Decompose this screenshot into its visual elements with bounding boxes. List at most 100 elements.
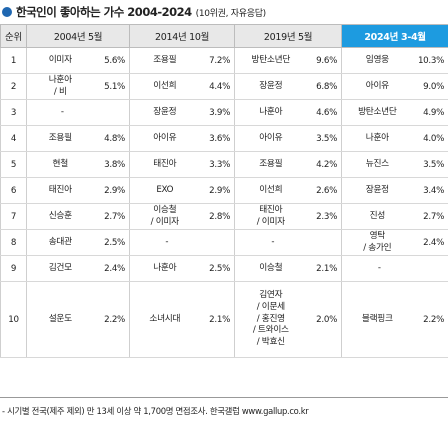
- percent-2019: 2.1%: [310, 255, 343, 282]
- singer-name: 장윤정: [153, 106, 177, 117]
- singer-name: 조용필: [48, 132, 72, 143]
- singer-2024: 방탄소년단: [341, 99, 417, 126]
- singer-2019: 조용필: [234, 151, 311, 178]
- singer-name: 소녀시대: [149, 313, 181, 324]
- singer-name-line: / 이미자: [150, 216, 179, 227]
- singer-2024: 나훈아: [341, 125, 417, 152]
- percent-2019: [310, 229, 343, 256]
- singer-name: 태진아: [153, 158, 177, 169]
- percent-2014: 2.1%: [203, 281, 236, 358]
- singer-name-line: / 트와이스: [252, 325, 289, 336]
- percent-2004: [97, 99, 131, 126]
- singer-name: 이승철: [259, 262, 283, 273]
- rank-cell: 4: [0, 125, 27, 152]
- percent-2024: 10.3%: [416, 47, 448, 74]
- singer-name: 진성: [369, 210, 386, 221]
- percent-2024: 9.0%: [416, 73, 448, 100]
- percent-2019: 2.6%: [310, 177, 343, 204]
- singer-name: -: [60, 106, 64, 117]
- singer-2004: 신승훈: [26, 203, 98, 230]
- rank-cell: 9: [0, 255, 27, 282]
- percent-2024: 3.5%: [416, 151, 448, 178]
- percent-2014: 3.3%: [203, 151, 236, 178]
- percent-2004: 3.8%: [97, 151, 131, 178]
- percent-2004: 2.5%: [97, 229, 131, 256]
- singer-name: 임영웅: [365, 54, 389, 65]
- singer-name: 나훈아: [153, 262, 177, 273]
- singer-name-line: 이승철: [153, 204, 177, 215]
- singer-2019: 장윤정: [234, 73, 311, 100]
- singer-2019: 김연자 / 이문세 / 홍진영 / 트와이스 / 박효신: [234, 281, 311, 358]
- singer-name: 태진아 / 이미자: [235, 205, 307, 228]
- percent-2014: 3.6%: [203, 125, 236, 152]
- singer-name: 이선희: [153, 80, 177, 91]
- singer-name-line: 김연자: [259, 290, 283, 301]
- singer-name: 나훈아: [259, 106, 283, 117]
- table-row: 10 설운도 2.2% 소녀시대 2.1% 김연자 / 이문세 / 홍진영 / 트와이스 / 박효…: [0, 281, 448, 358]
- page-subtitle: (10위권, 자유응답): [195, 8, 267, 19]
- rank-cell: 2: [0, 73, 27, 100]
- table-row: 4 조용필 4.8% 아이유 3.6% 아이유 3.5% 나훈아 4.0%: [0, 125, 448, 152]
- singer-name: -: [165, 236, 169, 247]
- singer-2004: 설운도: [26, 281, 98, 358]
- percent-2024: 2.2%: [416, 281, 448, 358]
- singer-name: 나훈아 / 비: [27, 75, 94, 98]
- singer-name-line: / 비: [53, 86, 67, 97]
- singer-2014: 조용필: [129, 47, 204, 74]
- singer-2004: 나훈아 / 비: [26, 73, 98, 100]
- singer-name-line: / 홍진영: [256, 313, 285, 324]
- singer-2004: 송대관: [26, 229, 98, 256]
- percent-2004: 4.8%: [97, 125, 131, 152]
- percent-2019: 4.2%: [310, 151, 343, 178]
- singer-2014: 아이유: [129, 125, 204, 152]
- singer-name: 아이유: [365, 80, 389, 91]
- singer-name: 김연자 / 이문세 / 홍진영 / 트와이스 / 박효신: [235, 290, 307, 349]
- singer-2019: -: [234, 229, 311, 256]
- singer-2004: 태진아: [26, 177, 98, 204]
- singer-name: 장윤정: [259, 80, 283, 91]
- singer-2004: 조용필: [26, 125, 98, 152]
- percent-2014: 4.4%: [203, 73, 236, 100]
- percent-2019: 6.8%: [310, 73, 343, 100]
- singer-name: EXO: [156, 184, 174, 195]
- singer-2024: 아이유: [341, 73, 417, 100]
- percent-2024: 2.4%: [416, 229, 448, 256]
- singer-2019: 태진아 / 이미자: [234, 203, 311, 230]
- singer-name: 방탄소년단: [251, 54, 291, 65]
- singer-name: 나훈아: [365, 132, 389, 143]
- singer-2024: 뉴진스: [341, 151, 417, 178]
- percent-2014: 2.5%: [203, 255, 236, 282]
- singer-name: 김건모: [48, 262, 72, 273]
- singer-name: 신승훈: [48, 210, 72, 221]
- singer-name: 이선희: [259, 184, 283, 195]
- singer-name: 태진아: [48, 184, 72, 195]
- singer-2019: 방탄소년단: [234, 47, 311, 74]
- percent-2014: 7.2%: [203, 47, 236, 74]
- table-bottom-rule: [0, 397, 448, 398]
- singer-2024: 블랙핑크: [341, 281, 417, 358]
- singer-2024: -: [341, 255, 417, 282]
- singer-2024: 장윤정: [341, 177, 417, 204]
- percent-2014: 2.8%: [203, 203, 236, 230]
- rank-cell: 5: [0, 151, 27, 178]
- header-2014: 2014년 10월: [129, 24, 236, 48]
- singer-name-line: / 이문세: [256, 301, 285, 312]
- singer-name: 이승철 / 이미자: [130, 205, 200, 228]
- title-bar: 한국인이 좋아하는 가수 2004-2024 (10위권, 자유응답): [2, 2, 266, 22]
- table-header-row: 순위 2004년 5월 2014년 10월 2019년 5월 2024년 3-4…: [0, 24, 448, 48]
- rank-cell: 8: [0, 229, 27, 256]
- singer-2019: 나훈아: [234, 99, 311, 126]
- header-2024: 2024년 3-4월: [341, 24, 448, 48]
- percent-2024: [416, 255, 448, 282]
- percent-2019: 2.3%: [310, 203, 343, 230]
- singer-name: 이미자: [48, 54, 72, 65]
- percent-2019: 3.5%: [310, 125, 343, 152]
- singer-2024: 임영웅: [341, 47, 417, 74]
- table-row: 8 송대관 2.5% - - 영탁 / 송가인 2.4%: [0, 229, 448, 256]
- singer-name: 영탁 / 송가인: [342, 231, 413, 254]
- percent-2004: 2.7%: [97, 203, 131, 230]
- singer-2014: 이선희: [129, 73, 204, 100]
- percent-2004: 2.4%: [97, 255, 131, 282]
- singer-2004: 현철: [26, 151, 98, 178]
- title-bullet-icon: [2, 7, 12, 17]
